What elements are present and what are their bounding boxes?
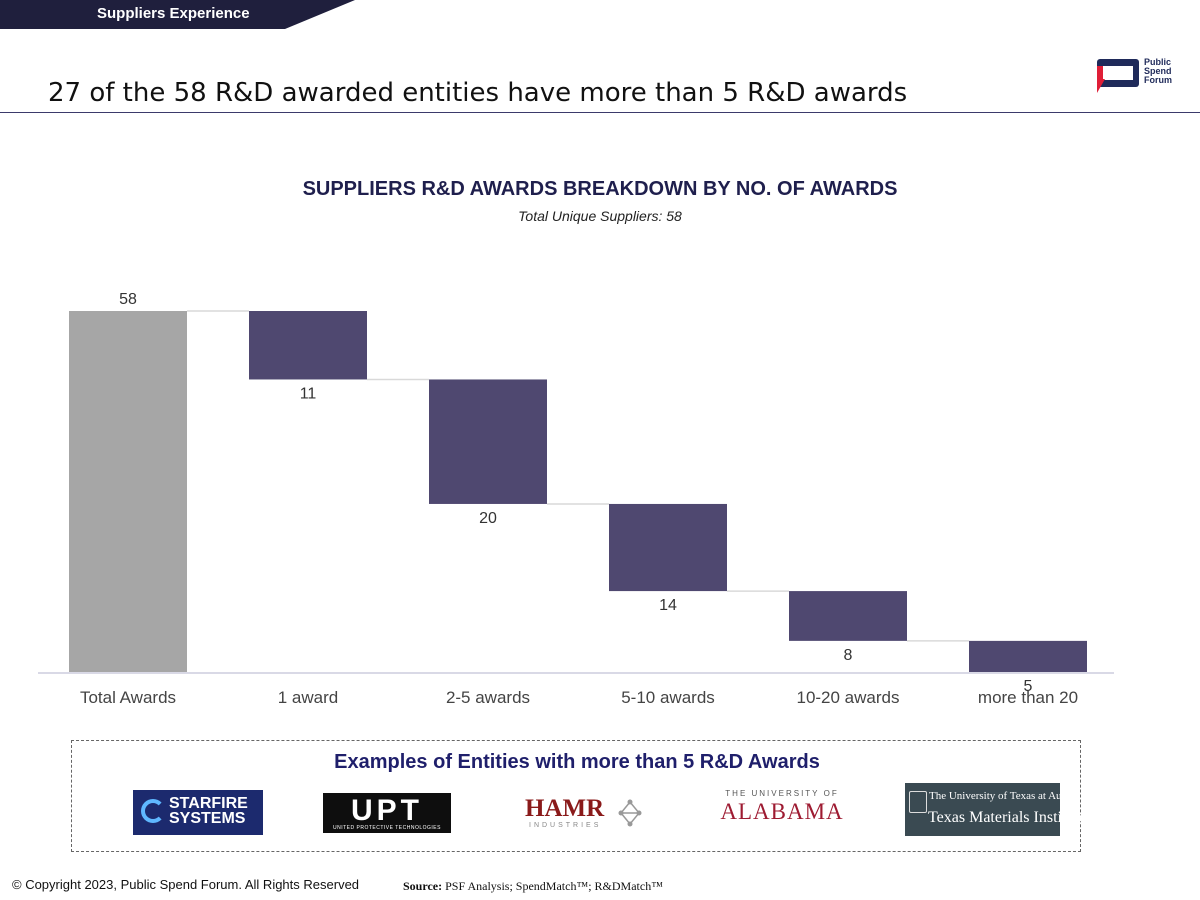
alabama-logo-text: ALABAMA: [720, 799, 844, 824]
examples-box: Examples of Entities with more than 5 R&…: [71, 740, 1086, 852]
bar-total-awards: [69, 311, 187, 672]
x-tick-label: 10-20 awards: [796, 688, 899, 707]
bar-more-than-20: [969, 640, 1087, 672]
source-label: Source:: [403, 879, 443, 893]
bar-1-award: [249, 311, 367, 380]
logo-text-line: Spend: [1144, 66, 1172, 76]
ut-logo-subtext: The University of Texas at Austin: [929, 790, 1078, 802]
psf-logo-mark: [1097, 59, 1139, 93]
upt-logo: UPT UNITED PROTECTIVE TECHNOLOGIES: [323, 793, 451, 833]
upt-logo-subtext: UNITED PROTECTIVE TECHNOLOGIES: [333, 825, 441, 831]
x-tick-label: 2-5 awards: [446, 688, 530, 707]
data-label: 11: [300, 385, 317, 402]
source-text: PSF Analysis; SpendMatch™; R&DMatch™: [442, 879, 663, 893]
header-divider: [0, 112, 1200, 113]
logo-text-line: Forum: [1144, 75, 1172, 85]
hamr-logo-subtext: INDUSTRIES: [529, 822, 602, 829]
hamr-logo-text: HAMR: [525, 795, 605, 822]
starfire-ring-icon: [141, 799, 165, 823]
x-tick-label: more than 20: [978, 688, 1078, 707]
data-label: 58: [119, 291, 137, 308]
section-label: Suppliers Experience: [97, 5, 250, 22]
source-note: Source: PSF Analysis; SpendMatch™; R&DMa…: [403, 879, 663, 894]
logo-text: Public Spend Forum: [1144, 58, 1172, 85]
starfire-systems-logo: STARFIRE SYSTEMS: [133, 790, 263, 835]
texas-materials-logo: The University of Texas at Austin Texas …: [905, 783, 1086, 836]
logo-text-line: Public: [1144, 57, 1172, 67]
x-tick-label: 5-10 awards: [621, 688, 715, 707]
hamr-logo: HAMR INDUSTRIES: [525, 793, 645, 833]
data-label: 8: [844, 647, 853, 664]
section-tab: Suppliers Experience: [0, 0, 355, 29]
upt-logo-text: UPT: [351, 794, 423, 827]
data-label: 14: [659, 597, 677, 614]
bar-5-10-awards: [609, 503, 727, 592]
alabama-logo: THE UNIVERSITY OF ALABAMA: [717, 789, 847, 835]
bar-2-5-awards: [429, 379, 547, 504]
copyright-text: © Copyright 2023, Public Spend Forum. Al…: [12, 877, 360, 892]
examples-title: Examples of Entities with more than 5 R&…: [334, 751, 820, 773]
starfire-logo-text: STARFIRE SYSTEMS: [169, 795, 248, 827]
bar-10-20-awards: [789, 591, 907, 641]
molecule-icon: [618, 799, 642, 827]
ut-logo-text: Texas Materials Institute: [928, 809, 1086, 826]
data-label: 20: [479, 510, 497, 527]
x-tick-label: 1 award: [278, 688, 338, 707]
chart-subtitle: Total Unique Suppliers: 58: [518, 208, 682, 224]
section-tab-shape: [0, 0, 355, 29]
data-label: 5: [1024, 678, 1033, 695]
x-tick-label: Total Awards: [80, 688, 176, 707]
alabama-logo-subtext: THE UNIVERSITY OF: [725, 789, 839, 798]
chart-title: SUPPLIERS R&D AWARDS BREAKDOWN BY NO. OF…: [302, 178, 898, 200]
page-title: 27 of the 58 R&D awarded entities have m…: [48, 78, 908, 108]
ut-seal-icon: [909, 791, 927, 813]
